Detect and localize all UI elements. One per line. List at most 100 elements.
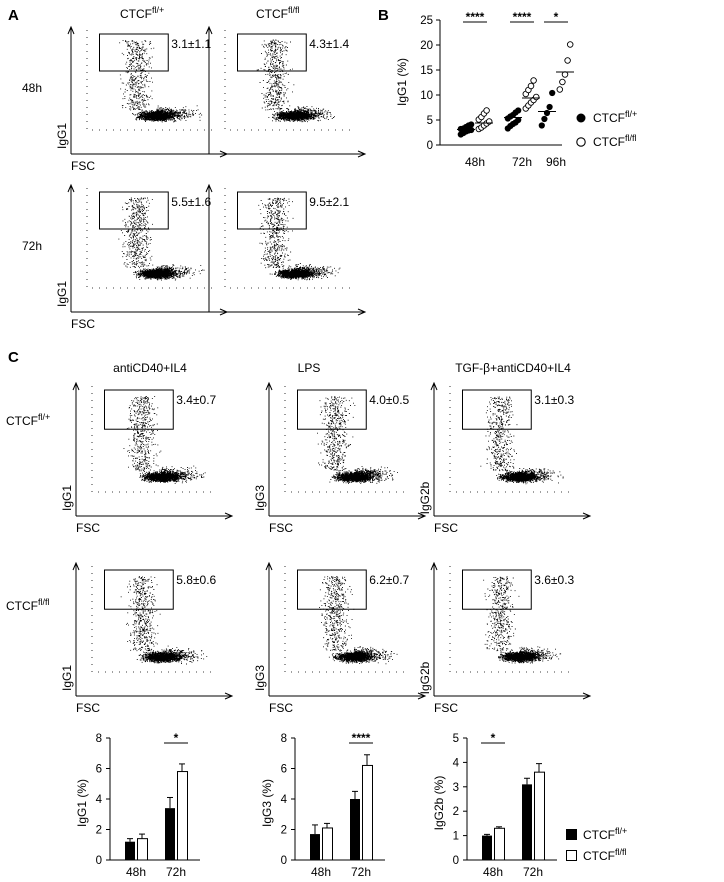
significance-label: **** xyxy=(352,731,371,745)
panel-b-ylabel: IgG1 (%) xyxy=(395,58,409,106)
significance-label: **** xyxy=(513,10,532,24)
bar xyxy=(494,827,505,861)
flow-x-arrow xyxy=(582,512,592,520)
flow-frame xyxy=(91,566,217,673)
bar-ytick-label: 2 xyxy=(281,825,287,837)
panel-b-legend: CTCFfl/+ CTCFfl/fl xyxy=(576,109,637,149)
panel-b-category-label: 96h xyxy=(546,155,566,169)
panel-a-time-72h: 72h xyxy=(22,239,42,253)
bar-category-label: 72h xyxy=(166,865,186,879)
bar-category-label: 48h xyxy=(483,865,503,879)
bar-ytick-label: 4 xyxy=(453,757,460,769)
gate-percent: 4.3±1.4 xyxy=(309,37,349,51)
flow-ylabel: IgG3 xyxy=(253,485,267,511)
panel-c-genotype-2: CTCFfl/fl xyxy=(6,597,50,613)
flow-y-arrow xyxy=(430,561,438,571)
scatter-point xyxy=(543,109,551,117)
flow-xlabel: FSC xyxy=(434,701,458,715)
flow-events xyxy=(120,576,208,665)
bar-ytick-label: 8 xyxy=(281,733,287,745)
panel-a-genotype-1: CTCFfl/+ xyxy=(120,5,164,21)
panel-a-letter: A xyxy=(8,7,19,24)
gate-percent: 3.6±0.3 xyxy=(534,573,574,587)
panel-c-genotype-2-name: CTCF xyxy=(6,599,38,613)
flow-events xyxy=(480,396,564,485)
flow-gate xyxy=(297,569,367,610)
flow-ylabel: IgG1 xyxy=(60,485,74,511)
panel-c-letter: C xyxy=(8,349,19,366)
legend-1-name: CTCF xyxy=(593,111,625,125)
flow-x-arrow xyxy=(357,308,367,316)
significance-label: * xyxy=(491,731,496,745)
bar-chart-2: 0 2 4 6 8 IgG3 (%) 48h 72h **** xyxy=(260,731,385,879)
flow-gate xyxy=(99,33,169,72)
bar-ytick-label: 6 xyxy=(281,764,287,776)
panel-c-legend: CTCFfl/+ CTCFfl/fl xyxy=(566,826,627,863)
flow-ylabel: IgG3 xyxy=(253,665,267,691)
bar-ytick-label: 1 xyxy=(453,831,459,843)
flow-gate xyxy=(462,569,532,610)
panel-a-time-48h: 48h xyxy=(22,81,42,95)
panel-a-genotype-1-sup: fl/+ xyxy=(152,5,164,15)
legend-swatch-filled xyxy=(566,829,577,840)
legend-swatch-open xyxy=(566,850,577,861)
flow-gate xyxy=(237,33,307,72)
gate-percent: 3.4±0.7 xyxy=(176,393,216,407)
panel-b-legend-2: CTCFfl/fl xyxy=(593,133,637,149)
flow-x-arrow xyxy=(582,692,592,700)
figure-plots: 3.1±1.1IgG1FSC4.3±1.45.5±1.6IgG1FSC9.5±2… xyxy=(55,10,592,879)
panel-c-legend-1: CTCFfl/+ xyxy=(583,826,627,842)
bar-category-label: 48h xyxy=(311,865,331,879)
bar-ytick-label: 2 xyxy=(453,806,459,818)
panel-b-ytick-label: 20 xyxy=(420,40,433,52)
panel-c-legend-2: CTCFfl/fl xyxy=(583,847,627,863)
bar xyxy=(177,771,188,861)
legend-marker-filled xyxy=(576,113,586,123)
bar xyxy=(362,764,373,861)
flow-ylabel: IgG2b xyxy=(418,661,432,694)
scatter-point xyxy=(566,41,574,48)
panel-c-condition-1: antiCD40+IL4 xyxy=(113,361,187,375)
flow-xlabel: FSC xyxy=(71,159,95,173)
bar-ytick-label: 4 xyxy=(96,794,103,806)
bar xyxy=(350,799,360,860)
flow-xlabel: FSC xyxy=(71,317,95,331)
flow-y-arrow xyxy=(265,561,273,571)
panel-b-letter: B xyxy=(378,7,389,24)
bar-ytick-label: 6 xyxy=(96,764,102,776)
scatter-point xyxy=(483,107,490,114)
panel-b-legend-1: CTCFfl/+ xyxy=(593,109,637,125)
flow-events xyxy=(123,396,206,485)
scatter-point xyxy=(515,107,522,114)
flow-xlabel: FSC xyxy=(76,521,100,535)
gate-percent: 5.8±0.6 xyxy=(176,573,216,587)
flow-ylabel: IgG1 xyxy=(55,123,69,149)
bar-ytick-label: 8 xyxy=(96,733,102,745)
panel-b-ytick-label: 10 xyxy=(420,90,433,102)
bar-ytick-label: 3 xyxy=(453,782,459,794)
gate-percent: 4.0±0.5 xyxy=(369,393,409,407)
flow-gate xyxy=(104,569,174,610)
scatter-point xyxy=(527,82,535,90)
panel-c-legend-1-sup: fl/+ xyxy=(615,826,627,836)
scatter-point xyxy=(538,122,545,129)
flow-events xyxy=(258,197,341,281)
scatter-point xyxy=(561,71,569,78)
flow-events xyxy=(483,576,562,664)
flow-gate xyxy=(104,389,174,430)
bar-category-label: 72h xyxy=(523,865,543,879)
legend-2-name: CTCF xyxy=(593,135,625,149)
bar-ylabel: IgG2b (%) xyxy=(432,776,446,831)
flow-gate xyxy=(99,191,169,230)
scatter-point xyxy=(546,103,553,111)
significance-label: * xyxy=(174,731,179,745)
panel-b-ytick-label: 0 xyxy=(427,140,433,152)
panel-b-ytick-label: 25 xyxy=(420,15,433,27)
scatter-point xyxy=(564,57,571,64)
flow-y-arrow xyxy=(430,381,438,391)
